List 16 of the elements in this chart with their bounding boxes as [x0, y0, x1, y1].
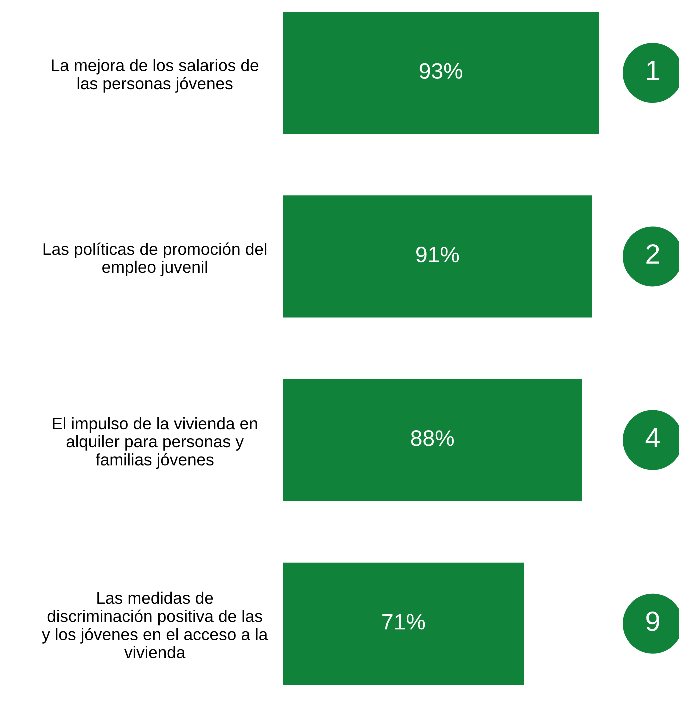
text: 1 — [647, 61, 660, 80]
bar — [283, 12, 600, 134]
y-tick-label: El impulso de la vivienda en alquiler para personas y familias jóvenes — [53, 417, 258, 470]
text: 2 — [646, 244, 660, 264]
bar — [283, 196, 592, 318]
bar — [283, 379, 582, 502]
data-label: 91% — [416, 246, 460, 263]
y-tick-label: Las políticas de promoción del empleo juvenil — [44, 242, 267, 276]
y-tick-label: Las medidas de discriminación positiva de las y los jóvenes en el acceso a la vivienda — [42, 592, 268, 658]
data-label: 71% — [382, 614, 426, 630]
text: 4 — [646, 428, 660, 448]
y-tick-label: La mejora de los salarios de las personas jóvenes — [52, 59, 259, 93]
data-label: 88% — [411, 430, 454, 446]
text: 9 — [646, 612, 660, 632]
data-label: 93% — [420, 63, 463, 80]
bar — [283, 562, 524, 685]
